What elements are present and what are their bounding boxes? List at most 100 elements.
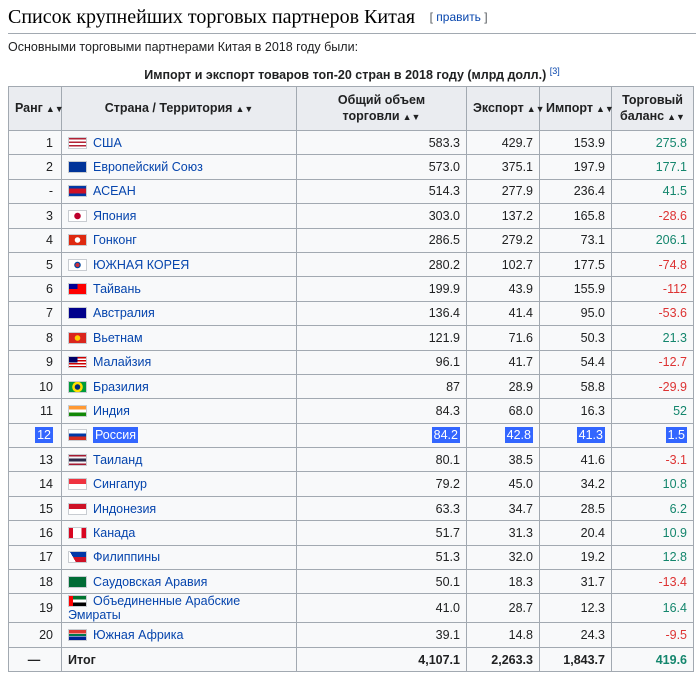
rank-cell: 20 [8,622,62,648]
rank-cell: 2 [8,154,62,180]
thailand-flag-icon [68,453,87,466]
import-cell: 153.9 [539,129,612,156]
import-cell: 73.1 [539,227,612,253]
country-link[interactable]: Вьетнам [93,330,143,345]
balance-cell: 275.8 [611,129,694,156]
australia-flag-icon [68,307,87,320]
country-link[interactable]: Европейский Союз [93,160,203,175]
balance-cell: 6.2 [611,495,694,522]
country-cell: Таиланд [61,447,297,473]
rank-cell: 10 [8,373,62,400]
header-import[interactable]: Импорт ▲▼ [539,86,614,131]
country-link[interactable]: Филиппины [93,550,161,565]
hongkong-flag-icon [68,234,87,247]
total-cell: 280.2 [296,251,467,278]
total-cell: 573.0 [296,154,467,180]
rank-cell: 15 [8,495,62,522]
country-link[interactable]: Япония [93,208,137,223]
total-cell: 121.9 [296,325,467,351]
total-cell: 39.1 [296,622,467,648]
country-link[interactable]: Индонезия [93,501,157,516]
sort-icon: ▲▼ [402,112,421,122]
table-row: 8 Вьетнам 121.9 71.6 50.3 21.3 [8,325,694,351]
sort-icon: ▲▼ [235,104,254,114]
country-link[interactable]: ЮЖНАЯ КОРЕЯ [93,257,190,272]
import-cell: 19.2 [539,544,612,571]
rank-cell: 5 [8,251,62,278]
export-cell: 38.5 [466,447,540,473]
rank-cell: 18 [8,569,62,595]
country-cell: Австралия [61,300,297,327]
country-link[interactable]: Таиланд [93,452,143,467]
header-export[interactable]: Экспорт ▲▼ [466,86,545,131]
balance-cell: -12.7 [611,349,694,375]
total-cell: 303.0 [296,203,467,229]
header-country[interactable]: Страна / Территория ▲▼ [61,86,297,131]
country-link[interactable]: Австралия [93,306,155,321]
export-cell: 41.4 [466,300,540,327]
trade-partners-table: Ранг ▲▼ Страна / Территория ▲▼ Общий объем… [8,86,694,673]
country-cell: Объединенные Арабские Эмираты [61,593,297,624]
total-cell: 80.1 [296,447,467,473]
total-trade: 4,107.1 [296,646,467,673]
country-link[interactable]: Индия [93,403,130,418]
country-cell: Сингапур [61,471,297,497]
balance-cell: 52 [611,398,694,424]
balance-cell: -112 [611,276,694,302]
uae-flag-icon [68,595,87,608]
export-cell: 45.0 [466,471,540,497]
export-cell: 28.7 [466,593,540,624]
table-row: 15 Индонезия 63.3 34.7 28.5 6.2 [8,495,694,522]
sort-icon: ▲▼ [596,104,614,114]
header-balance[interactable]: Торговый баланс ▲▼ [611,86,694,131]
country-link[interactable]: Канада [93,525,136,540]
import-cell: 34.2 [539,471,612,497]
philippines-flag-icon [68,551,87,564]
total-row: — Итог 4,107.1 2,263.3 1,843.7 419.6 [8,646,694,673]
country-link[interactable]: Сингапур [93,477,147,492]
balance-cell: 21.3 [611,325,694,351]
total-cell: 50.1 [296,569,467,595]
section-heading: Список крупнейших торговых партнеров Кит… [8,3,696,34]
country-link[interactable]: Тайвань [93,282,141,297]
export-cell: 375.1 [466,154,540,180]
import-cell: 16.3 [539,398,612,424]
table-row: 9 Малайзия 96.1 41.7 54.4 -12.7 [8,349,694,375]
singapore-flag-icon [68,478,87,491]
country-link[interactable]: АСЕАН [93,184,136,199]
import-cell: 177.5 [539,251,612,278]
table-row: 4 Гонконг 286.5 279.2 73.1 206.1 [8,227,694,253]
import-cell: 28.5 [539,495,612,522]
country-link[interactable]: Бразилия [93,379,149,394]
country-link[interactable]: Гонконг [93,233,137,248]
country-cell: Тайвань [61,276,297,302]
header-rank[interactable]: Ранг ▲▼ [8,86,64,131]
rank-cell: 13 [8,447,62,473]
country-link[interactable]: Россия [93,427,138,444]
vietnam-flag-icon [68,331,87,344]
total-cell: 51.3 [296,544,467,571]
reference-link[interactable]: [3] [549,66,560,76]
country-link[interactable]: Южная Африка [93,628,184,643]
country-cell: ЮЖНАЯ КОРЕЯ [61,251,297,278]
country-link[interactable]: Объединенные Арабские Эмираты [68,594,241,623]
edit-link[interactable]: править [436,10,481,24]
export-cell: 32.0 [466,544,540,571]
country-link[interactable]: США [93,135,122,150]
edit-section: [ править ] [429,10,488,24]
japan-flag-icon [68,209,87,222]
russia-flag-icon [68,429,87,442]
total-cell: 96.1 [296,349,467,375]
balance-cell: -28.6 [611,203,694,229]
total-balance: 419.6 [611,646,694,673]
table-row: 18 Саудовская Аравия 50.1 18.3 31.7 -13.4 [8,569,694,595]
header-total[interactable]: Общий объем торговли ▲▼ [296,86,467,131]
country-link[interactable]: Саудовская Аравия [93,574,208,589]
export-cell: 31.3 [466,520,540,546]
balance-cell: -29.9 [611,373,694,400]
rank-cell: 4 [8,227,62,253]
country-link[interactable]: Малайзия [93,355,152,370]
table-row: 13 Таиланд 80.1 38.5 41.6 -3.1 [8,447,694,473]
export-cell: 71.6 [466,325,540,351]
import-cell: 58.8 [539,373,612,400]
